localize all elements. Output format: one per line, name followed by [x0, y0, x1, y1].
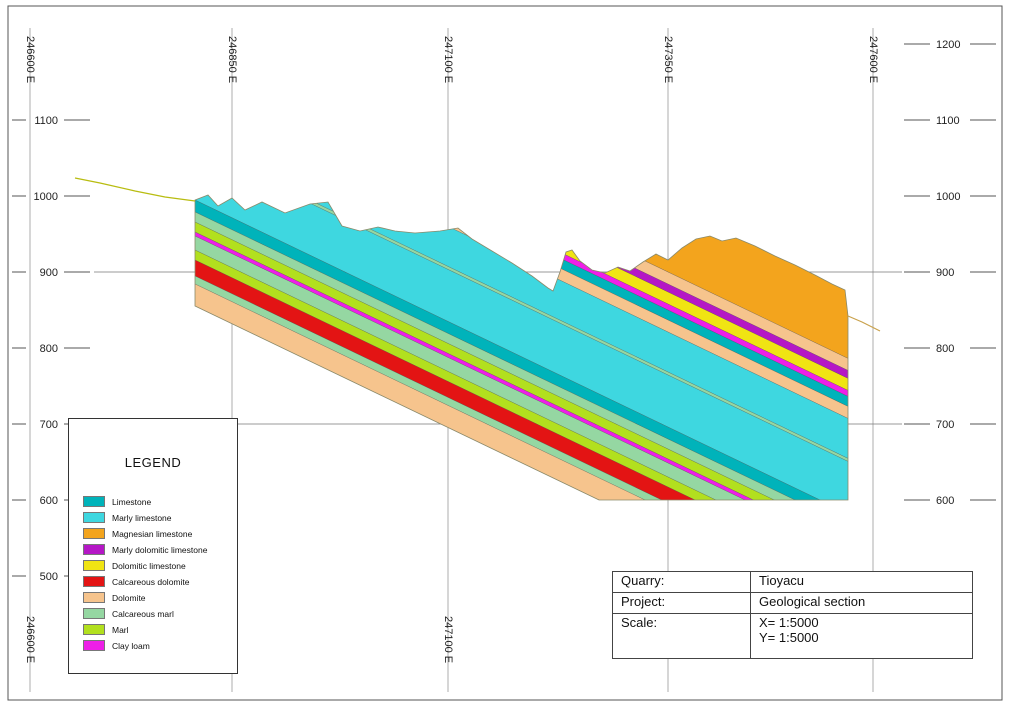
- easting-label-bottom: 247100 E: [442, 616, 454, 663]
- scale-x-value: X= 1:5000: [759, 615, 819, 630]
- easting-label-top: 247600 E: [867, 36, 879, 83]
- stratum-marl: [195, 200, 848, 500]
- elevation-label-left: 1000: [34, 191, 58, 203]
- elevation-label-right: 900: [936, 267, 954, 279]
- stratum-calcareous_marl: [195, 214, 848, 500]
- elevation-label-left: 600: [40, 495, 58, 507]
- stratum-calcareous_marl: [195, 195, 848, 500]
- legend-box: LEGEND Limestone Marly limestone Magnesian…: [68, 418, 238, 674]
- title-block: Quarry: Tioyacu Project: Geological sect…: [612, 571, 973, 659]
- legend-item: Marl: [83, 624, 237, 635]
- elevation-label-left: 800: [40, 343, 58, 355]
- stratum-magnesian_limestone: [195, 195, 848, 384]
- field-value-scale: X= 1:5000 Y= 1:5000: [751, 614, 972, 658]
- title-block-row: Project: Geological section: [613, 592, 972, 613]
- stratum-calcareous_marl: [195, 254, 848, 500]
- legend-swatch: [83, 608, 105, 619]
- legend-label: Marly dolomitic limestone: [112, 544, 208, 555]
- legend-item: Calcareous dolomite: [83, 576, 237, 587]
- title-block-row: Quarry: Tioyacu: [613, 572, 972, 592]
- field-value-quarry: Tioyacu: [759, 573, 805, 588]
- legend-label: Marly limestone: [112, 512, 172, 523]
- easting-label-top: 246850 E: [226, 36, 238, 83]
- legend-label: Limestone: [112, 496, 152, 507]
- legend-swatch: [83, 640, 105, 651]
- legend-label: Dolomite: [112, 592, 146, 603]
- legend-item: Dolomitic limestone: [83, 560, 237, 571]
- scale-y-value: Y= 1:5000: [759, 630, 819, 645]
- legend-title: LEGEND: [124, 455, 182, 470]
- legend-item: Calcareous marl: [83, 608, 237, 619]
- elevation-label-left: 1100: [34, 115, 58, 127]
- legend-label: Dolomitic limestone: [112, 560, 186, 571]
- stratum-calcareous_dolomite: [195, 238, 848, 500]
- legend-label: Calcareous dolomite: [112, 576, 190, 587]
- legend-item: Magnesian limestone: [83, 528, 237, 539]
- legend-swatch: [83, 624, 105, 635]
- legend-label: Marl: [112, 624, 129, 635]
- elevation-label-right: 1000: [936, 191, 960, 203]
- elevation-label-right: 600: [936, 495, 954, 507]
- elevation-label-right: 800: [936, 343, 954, 355]
- surface-line: [74, 177, 196, 202]
- geological-section: [195, 195, 848, 500]
- easting-label-top: 247100 E: [442, 36, 454, 83]
- legend-items: Limestone Marly limestone Magnesian limest…: [83, 496, 237, 651]
- legend-label: Clay loam: [112, 640, 150, 651]
- surface-line: [847, 315, 881, 332]
- elevation-label-right: 1100: [936, 115, 960, 127]
- legend-item: Marly dolomitic limestone: [83, 544, 237, 555]
- legend-label: Magnesian limestone: [112, 528, 193, 539]
- field-label-project: Project:: [613, 593, 751, 613]
- stratum-marl: [195, 228, 848, 500]
- legend-item: Dolomite: [83, 592, 237, 603]
- legend-swatch: [83, 528, 105, 539]
- legend-swatch: [83, 544, 105, 555]
- elevation-label-left: 500: [40, 571, 58, 583]
- stratum-dolomite: [195, 262, 848, 500]
- elevation-label-left: 900: [40, 267, 58, 279]
- legend-label: Calcareous marl: [112, 608, 174, 619]
- elevation-label-left: 700: [40, 419, 58, 431]
- stratum-marly_limestone: [195, 195, 848, 484]
- easting-label-top: 247350 E: [662, 36, 674, 83]
- field-label-scale: Scale:: [613, 614, 751, 658]
- easting-label-bottom: 246600 E: [24, 616, 36, 663]
- easting-label-top: 246600 E: [24, 36, 36, 83]
- terrain-outline: [194, 194, 849, 501]
- stratum-marly_limestone: [195, 195, 848, 500]
- legend-swatch: [83, 496, 105, 507]
- stratum-limestone: [195, 195, 848, 500]
- legend-item: Limestone: [83, 496, 237, 507]
- legend-swatch: [83, 512, 105, 523]
- legend-swatch: [83, 560, 105, 571]
- field-value-project: Geological section: [759, 594, 866, 609]
- title-block-row: Scale: X= 1:5000 Y= 1:5000: [613, 613, 972, 658]
- elevation-label-right: 700: [936, 419, 954, 431]
- legend-item: Marly limestone: [83, 512, 237, 523]
- sheet-border: [7, 5, 1003, 701]
- stratum-clay_loam: [195, 210, 848, 500]
- elevation-label-right: 1200: [936, 39, 960, 51]
- field-label-quarry: Quarry:: [613, 572, 751, 592]
- legend-item: Clay loam: [83, 640, 237, 651]
- legend-swatch: [83, 576, 105, 587]
- legend-swatch: [83, 592, 105, 603]
